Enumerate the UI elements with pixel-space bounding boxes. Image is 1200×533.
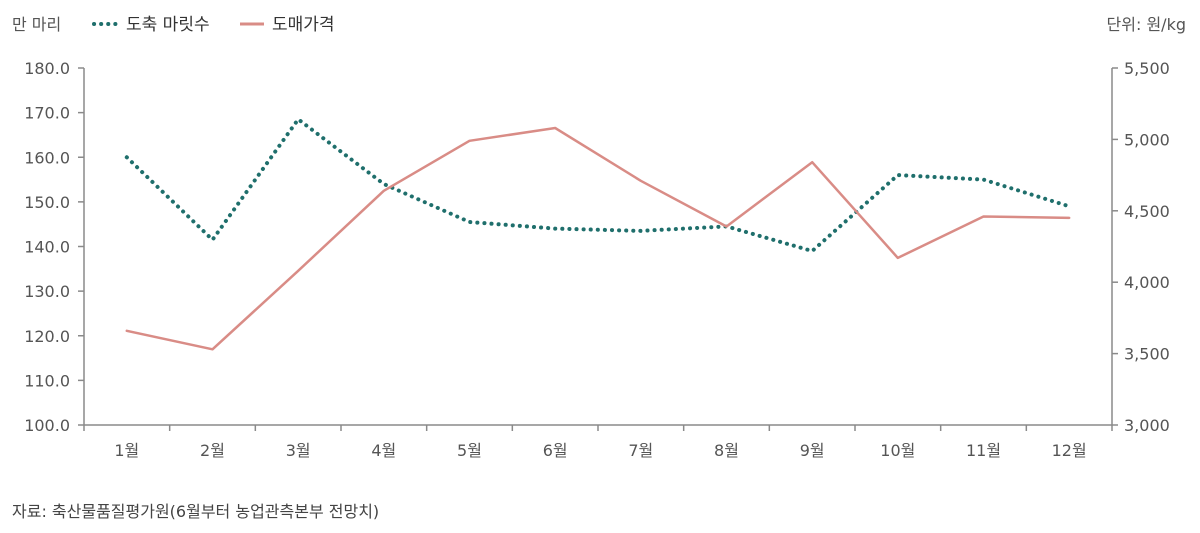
left-tick-label: 100.0 (24, 416, 70, 435)
left-tick-label: 140.0 (24, 238, 70, 257)
right-axis-unit: 단위: 원/kg (1107, 15, 1186, 34)
x-tick-label: 6월 (543, 441, 568, 460)
series-line-price (127, 128, 1069, 349)
right-tick-label: 5,000 (1124, 130, 1170, 149)
x-tick-label: 4월 (371, 441, 396, 460)
x-tick-label: 11월 (966, 441, 1001, 460)
legend-label-price: 도매가격 (272, 15, 335, 35)
x-tick-label: 8월 (714, 441, 739, 460)
left-axis-unit: 만 마리 (12, 15, 61, 34)
source-note: 자료: 축산물품질평가원(6월부터 농업관측본부 전망치) (12, 502, 379, 521)
tick-labels-layer: 100.0 110.0 120.0 130.0 140.0 150.0 160.0 170.0… (24, 59, 1170, 460)
series-layer (127, 119, 1070, 349)
x-tick-label: 12월 (1052, 441, 1087, 460)
x-tick-label: 1월 (114, 441, 139, 460)
left-tick-label: 120.0 (24, 327, 70, 346)
x-tick-label: 10월 (880, 441, 915, 460)
x-tick-label: 5월 (457, 441, 482, 460)
left-tick-label: 160.0 (24, 148, 70, 167)
right-tick-label: 5,500 (1124, 59, 1170, 78)
series-line-slaughter (127, 119, 1069, 251)
x-tick-label: 7월 (628, 441, 653, 460)
axes-layer (78, 68, 1118, 431)
left-tick-label: 150.0 (24, 193, 70, 212)
right-tick-label: 3,500 (1124, 345, 1170, 364)
legend-label-slaughter: 도축 마릿수 (126, 15, 210, 35)
left-tick-label: 130.0 (24, 282, 70, 301)
right-tick-label: 4,000 (1124, 273, 1170, 292)
x-tick-label: 2월 (200, 441, 225, 460)
right-tick-label: 4,500 (1124, 202, 1170, 221)
right-tick-label: 3,000 (1124, 416, 1170, 435)
left-tick-label: 110.0 (24, 371, 70, 390)
left-tick-label: 180.0 (24, 59, 70, 78)
legend: 도축 마릿수 도매가격 (94, 15, 335, 35)
x-tick-label: 3월 (286, 441, 311, 460)
x-tick-label: 9월 (800, 441, 825, 460)
left-tick-label: 170.0 (24, 104, 70, 123)
